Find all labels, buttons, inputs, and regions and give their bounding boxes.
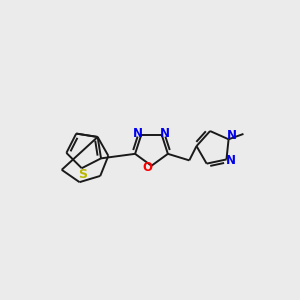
Text: N: N [160,127,170,140]
Text: N: N [226,129,237,142]
Text: N: N [133,127,143,140]
Text: S: S [78,168,87,181]
Text: N: N [226,154,236,166]
Text: O: O [142,161,152,174]
